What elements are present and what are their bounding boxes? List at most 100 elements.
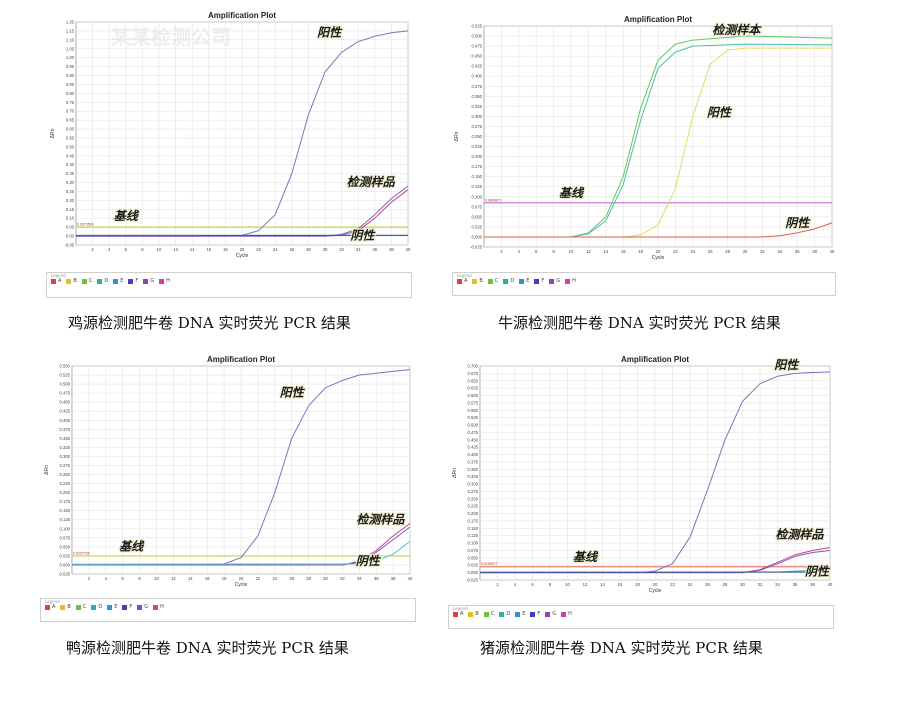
y-tick-label: 1.20 <box>66 20 75 25</box>
x-tick-label: 28 <box>306 576 311 581</box>
annotation-label: 阳性 <box>707 105 733 119</box>
legend-caption: Legend <box>453 606 468 611</box>
x-tick-label: 6 <box>122 576 125 581</box>
x-tick-label: 12 <box>586 249 591 254</box>
y-tick-label: 0.525 <box>60 373 71 378</box>
legend-swatch <box>565 278 571 284</box>
x-tick-label: 18 <box>638 249 643 254</box>
y-tick-label: 0.275 <box>468 489 479 494</box>
legend-label: C <box>82 604 87 610</box>
y-tick-label: 0.200 <box>60 490 71 495</box>
legend-row: A B C D E F G H <box>453 611 575 617</box>
legend-swatch <box>472 278 478 284</box>
y-tick-label: 0.175 <box>472 164 483 169</box>
y-tick-label: 0.425 <box>468 445 479 450</box>
x-tick-label: 36 <box>372 247 377 252</box>
y-tick-label: -0.025 <box>466 578 479 583</box>
legend-swatch <box>153 604 159 610</box>
annotation-label: 基线 <box>559 186 585 200</box>
x-axis-label: Cycle <box>235 582 248 588</box>
x-tick-label: 8 <box>549 582 552 587</box>
y-tick-label: 0.275 <box>472 124 483 129</box>
y-tick-label: 0.600 <box>468 393 479 398</box>
legend-label: F <box>537 611 541 617</box>
legend-swatch <box>113 278 119 284</box>
legend-label: A <box>58 278 62 284</box>
caption-pork: 猪源检测肥牛卷 DNA 实时荧光 PCR 结果 <box>480 639 763 657</box>
y-tick-label: 0.75 <box>66 100 75 105</box>
y-axis-label: ΔRn <box>452 468 458 478</box>
y-tick-label: 0.100 <box>468 541 479 546</box>
y-tick-label: 0.00 <box>66 234 75 239</box>
legend-row: A B C D E F G H <box>51 278 173 284</box>
legend-label: A <box>460 611 464 617</box>
x-tick-label: 18 <box>635 582 640 587</box>
y-tick-label: 0.000 <box>472 234 483 239</box>
x-tick-label: 34 <box>356 247 361 252</box>
y-tick-label: 0.450 <box>60 400 71 405</box>
y-tick-label: 0.325 <box>60 445 71 450</box>
y-tick-label: 0.55 <box>66 135 75 140</box>
y-tick-label: 0.525 <box>472 24 483 29</box>
chart-panel-beef: Amplification Plot -0.025 0.000 0.025 0.050 0… <box>450 12 838 270</box>
x-tick-label: 14 <box>188 576 193 581</box>
x-tick-label: 38 <box>812 249 817 254</box>
y-tick-label: 0.150 <box>472 174 483 179</box>
y-tick-label: 0.100 <box>472 194 483 199</box>
x-tick-label: 40 <box>406 247 411 252</box>
y-tick-label: 0.175 <box>60 499 71 504</box>
legend-label: A <box>464 278 468 284</box>
legend-label: H <box>166 278 170 284</box>
x-tick-label: 10 <box>565 582 570 587</box>
caption-chicken: 鸡源检测肥牛卷 DNA 实时荧光 PCR 结果 <box>68 314 351 332</box>
legend-swatch <box>515 611 521 617</box>
series-line-4 <box>71 541 411 565</box>
x-tick-label: 24 <box>272 576 277 581</box>
legend-duck: Legend A B C D E F G H <box>40 598 416 622</box>
y-tick-label: 0.000 <box>468 570 479 575</box>
chart-title: Amplification Plot <box>621 355 689 364</box>
y-tick-label: 0.80 <box>66 91 75 96</box>
y-tick-label: 0.375 <box>60 427 71 432</box>
legend-chicken: Legend A B C D E F G H <box>46 272 412 298</box>
legend-label: D <box>104 278 109 284</box>
threshold-label: 0.0573529 <box>77 223 94 227</box>
x-tick-label: 12 <box>171 576 176 581</box>
legend-label: H <box>572 278 576 284</box>
y-tick-label: 0.150 <box>468 526 479 531</box>
y-tick-label: 0.300 <box>472 114 483 119</box>
y-tick-label: 0.35 <box>66 171 75 176</box>
y-tick-label: 0.400 <box>60 418 71 423</box>
legend-swatch <box>457 278 462 284</box>
legend-swatch <box>51 278 56 284</box>
series-line-1 <box>484 35 833 238</box>
x-tick-label: 32 <box>340 576 345 581</box>
y-axis-label: ΔRn <box>454 131 460 141</box>
x-tick-label: 24 <box>273 247 278 252</box>
legend-swatch <box>503 278 509 284</box>
chart-panel-pork: Amplification Plot -0.025 0.000 0.025 0.050 0… <box>448 350 836 604</box>
legend-label: C <box>490 611 495 617</box>
y-tick-label: 0.400 <box>472 74 483 79</box>
y-tick-label: 0.250 <box>472 134 483 139</box>
x-tick-label: 32 <box>760 249 765 254</box>
y-tick-label: 0.475 <box>60 391 71 396</box>
x-tick-label: 22 <box>673 249 678 254</box>
x-tick-label: 6 <box>531 582 534 587</box>
y-tick-label: 0.575 <box>468 400 479 405</box>
legend-row: A B C D E F G H <box>457 278 579 284</box>
x-tick-label: 34 <box>775 582 780 587</box>
y-tick-label: 0.450 <box>472 54 483 59</box>
legend-swatch <box>549 278 555 284</box>
x-tick-label: 30 <box>323 247 328 252</box>
y-tick-label: 0.15 <box>66 207 75 212</box>
y-tick-label: 0.025 <box>60 553 71 558</box>
x-tick-label: 26 <box>708 249 713 254</box>
x-tick-label: 22 <box>256 247 261 252</box>
x-tick-label: 6 <box>125 247 128 252</box>
y-tick-label: 0.050 <box>472 214 483 219</box>
legend-swatch <box>137 604 143 610</box>
y-tick-label: 0.550 <box>468 408 479 413</box>
legend-caption: Legend <box>45 599 60 604</box>
x-tick-label: 16 <box>618 582 623 587</box>
